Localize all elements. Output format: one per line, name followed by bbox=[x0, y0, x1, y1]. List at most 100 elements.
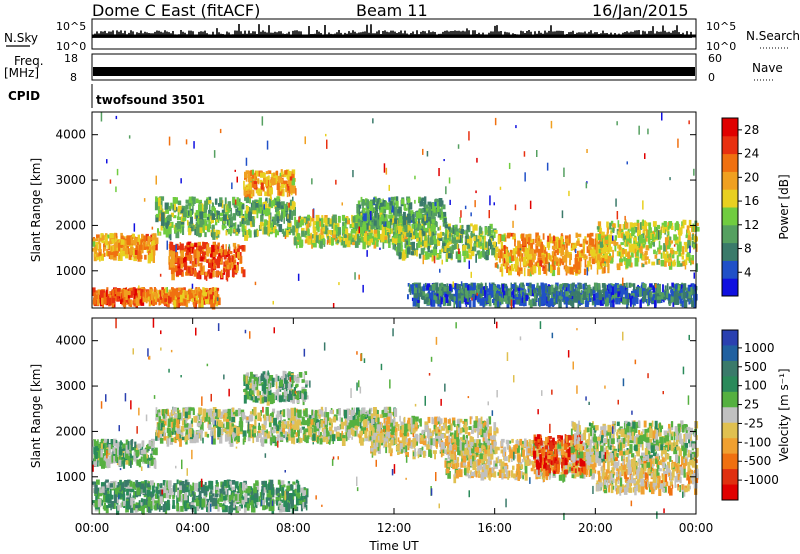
echo-cell-0-2 bbox=[154, 237, 159, 244]
echo-cell-0-6 bbox=[301, 230, 305, 237]
echo-cell-1-0 bbox=[110, 500, 115, 508]
echo-cell-0-3 bbox=[197, 255, 200, 265]
echo-cell-0-8 bbox=[410, 228, 413, 237]
echo-cell-0-9 bbox=[577, 238, 580, 242]
echo-cell-0-10 bbox=[612, 223, 615, 228]
echo-scatter-0 bbox=[563, 242, 565, 245]
echo-cell-0-4 bbox=[158, 232, 161, 236]
echo-cell-0-3 bbox=[205, 273, 208, 281]
echo-scatter-0 bbox=[615, 198, 617, 207]
echo-cell-1-0 bbox=[205, 498, 210, 506]
echo-cell-0-11 bbox=[574, 284, 577, 288]
echo-cell-0-5 bbox=[280, 183, 285, 189]
echo-cell-0-2 bbox=[103, 247, 106, 251]
echo-cell-0-7 bbox=[363, 199, 367, 206]
echo-cell-0-2 bbox=[92, 239, 96, 247]
echo-cell-0-8 bbox=[469, 235, 473, 243]
echo-cell-0-9 bbox=[598, 252, 602, 256]
echo-cell-0-0 bbox=[127, 290, 131, 296]
echo-scatter-0 bbox=[193, 141, 195, 149]
echo-scatter-0 bbox=[352, 170, 354, 178]
echo-cell-0-3 bbox=[214, 258, 216, 264]
echo-scatter-0 bbox=[366, 250, 368, 257]
echo-cell-0-4 bbox=[198, 204, 202, 213]
echo-cell-0-7 bbox=[401, 198, 405, 205]
echo-cell-0-8 bbox=[400, 240, 403, 247]
echo-cell-0-9 bbox=[520, 250, 522, 259]
echo-cell-0-2 bbox=[115, 250, 118, 256]
echo-cell-0-4 bbox=[285, 204, 287, 211]
echo-cell-0-10 bbox=[654, 254, 658, 259]
echo-cell-0-3 bbox=[211, 244, 215, 253]
echo-cell-0-0 bbox=[128, 300, 132, 307]
echo-cell-0-9 bbox=[551, 245, 555, 250]
echo-cell-0-1 bbox=[189, 291, 192, 299]
echo-cell-0-6 bbox=[362, 240, 366, 250]
echo-cell-0-11 bbox=[474, 295, 477, 301]
echo-cell-0-4 bbox=[205, 199, 208, 205]
echo-cell-0-2 bbox=[134, 250, 138, 256]
echo-cell-0-5 bbox=[265, 183, 268, 187]
echo-cell-0-11 bbox=[437, 290, 441, 300]
echo-cell-0-4 bbox=[174, 227, 177, 234]
echo-cell-1-0 bbox=[135, 480, 139, 487]
echo-cell-0-11 bbox=[464, 297, 468, 304]
echo-cell-0-7 bbox=[356, 204, 359, 208]
echo-scatter-0 bbox=[168, 136, 171, 146]
echo-cell-0-7 bbox=[360, 213, 362, 221]
echo-cell-0-11 bbox=[573, 294, 576, 303]
echo-cell-0-6 bbox=[311, 234, 316, 239]
echo-cell-0-10 bbox=[634, 248, 637, 257]
echo-cell-0-0 bbox=[128, 298, 131, 303]
echo-cell-0-8 bbox=[403, 253, 407, 260]
echo-cell-0-4 bbox=[271, 221, 273, 231]
echo-cell-0-11 bbox=[592, 286, 595, 293]
echo-cell-0-11 bbox=[692, 287, 695, 296]
echo-cell-0-4 bbox=[185, 199, 190, 204]
echo-cell-0-11 bbox=[677, 293, 682, 297]
echo-cell-0-3 bbox=[206, 259, 209, 263]
echo-cell-0-10 bbox=[652, 241, 655, 247]
echo-cell-1-0 bbox=[189, 484, 192, 494]
echo-cell-0-4 bbox=[188, 227, 192, 236]
echo-cell-0-7 bbox=[421, 199, 424, 207]
echo-scatter-0 bbox=[385, 167, 388, 175]
echo-cell-0-6 bbox=[304, 239, 309, 244]
echo-cell-0-9 bbox=[522, 256, 527, 266]
echo-cell-0-9 bbox=[512, 233, 516, 237]
echo-scatter-0 bbox=[499, 186, 502, 190]
echo-cell-1-0 bbox=[253, 506, 256, 513]
echo-cell-0-10 bbox=[664, 253, 668, 262]
echo-cell-0-7 bbox=[390, 214, 394, 218]
echo-cell-0-11 bbox=[516, 290, 519, 300]
echo-cell-0-7 bbox=[358, 204, 362, 209]
echo-cell-0-11 bbox=[684, 299, 687, 304]
echo-cell-0-11 bbox=[667, 297, 669, 301]
echo-cell-0-6 bbox=[384, 236, 387, 240]
echo-scatter-0 bbox=[508, 162, 511, 169]
echo-scatter-0 bbox=[228, 244, 231, 250]
echo-cell-0-2 bbox=[126, 235, 131, 244]
echo-cell-0-10 bbox=[644, 261, 648, 265]
cpid-label: CPID bbox=[8, 89, 40, 103]
echo-cell-0-11 bbox=[407, 283, 410, 287]
echo-cell-0-6 bbox=[345, 237, 349, 245]
echo-cell-0-6 bbox=[293, 237, 297, 246]
echo-cell-0-8 bbox=[418, 230, 422, 238]
echo-cell-0-4 bbox=[246, 219, 250, 226]
echo-cell-0-1 bbox=[179, 290, 183, 296]
echo-cell-0-6 bbox=[378, 223, 382, 231]
echo-cell-0-9 bbox=[579, 243, 583, 247]
nsearch-tick-top: 10^5 bbox=[706, 20, 736, 33]
echo-cell-0-4 bbox=[199, 211, 204, 220]
echo-scatter-0 bbox=[673, 244, 676, 247]
echo-cell-0-5 bbox=[275, 172, 278, 181]
echo-cell-0-1 bbox=[174, 293, 177, 301]
echo-cell-0-5 bbox=[247, 189, 249, 195]
echo-scatter-0 bbox=[529, 200, 532, 209]
echo-cell-0-10 bbox=[616, 251, 620, 257]
echo-cell-0-9 bbox=[547, 242, 550, 251]
echo-cell-0-7 bbox=[397, 208, 401, 214]
echo-cell-0-8 bbox=[404, 243, 406, 247]
echo-cell-0-1 bbox=[158, 299, 161, 306]
